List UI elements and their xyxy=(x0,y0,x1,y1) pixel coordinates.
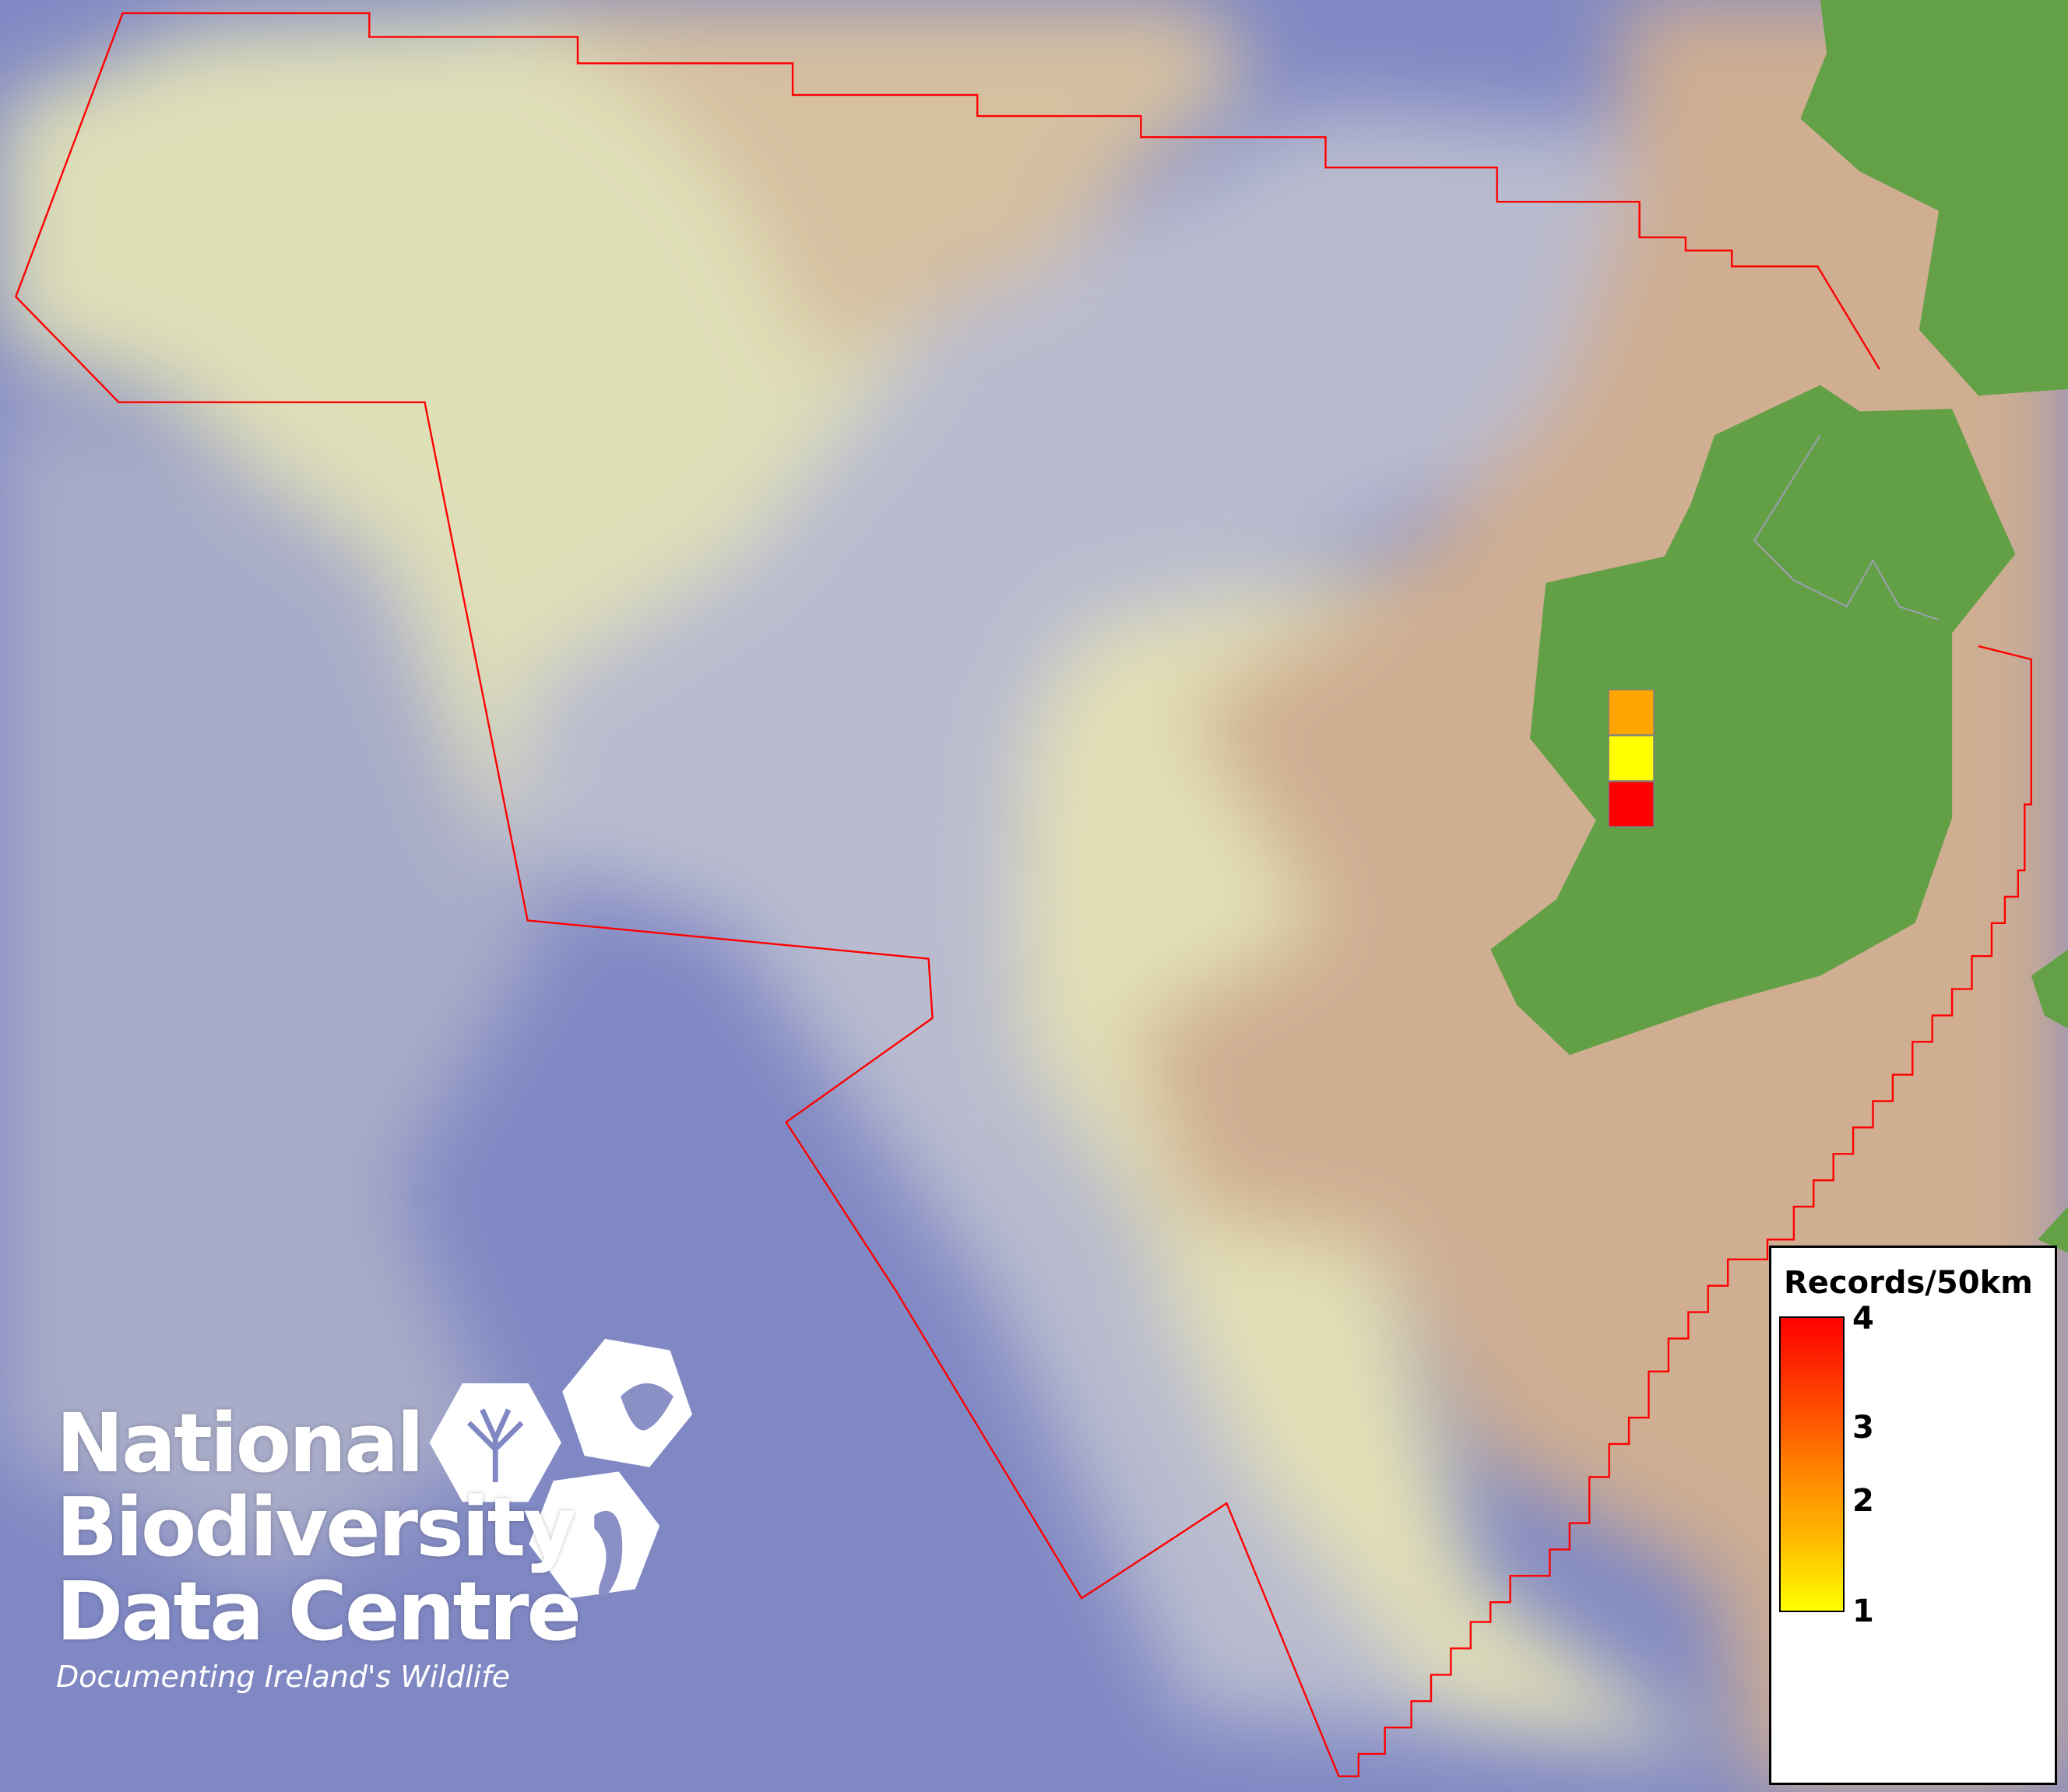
ni-border xyxy=(1753,434,1940,621)
logo-hexagons xyxy=(429,1338,693,1599)
england-land xyxy=(2038,1207,2068,1253)
seahorse-icon xyxy=(594,1510,623,1597)
legend-tick-1: 1 xyxy=(1852,1593,1874,1629)
legend-color-ramp xyxy=(1779,1316,1845,1612)
ocean-pale-west xyxy=(0,395,554,1583)
legend-title: Records/50km xyxy=(1784,1265,2033,1301)
ireland-land xyxy=(1490,385,2016,1056)
nbdc-logo: National Biodiversity Data Centre Docume… xyxy=(56,1396,582,1694)
logo-line-1: National xyxy=(56,1396,424,1491)
legend-tick-3: 3 xyxy=(1852,1410,1874,1446)
grid-cell-value-4[interactable] xyxy=(1608,781,1655,827)
legend-tick-4: 4 xyxy=(1852,1301,1874,1337)
logo-line-2: Biodiversity xyxy=(56,1480,576,1575)
rockall-bank-tan xyxy=(501,0,1254,370)
seahorse-hexagon-icon xyxy=(529,1471,660,1599)
logo-tagline: Documenting Ireland's Wildlife xyxy=(56,1660,510,1694)
logo-line-3: Data Centre xyxy=(56,1564,582,1659)
legend: Records/50km 4 3 2 1 xyxy=(1769,1246,2057,1785)
wales-land xyxy=(2031,949,2068,1029)
grid-cell-value-1[interactable] xyxy=(1608,735,1655,782)
butterfly-icon xyxy=(621,1383,674,1431)
grid-cell-value-2[interactable] xyxy=(1608,689,1655,736)
legend-tick-2: 2 xyxy=(1852,1483,1874,1519)
scotland-land xyxy=(1800,0,2068,396)
grid-cells xyxy=(1608,689,1655,827)
tree-icon xyxy=(466,1408,524,1482)
boundary-line xyxy=(14,12,2032,1778)
